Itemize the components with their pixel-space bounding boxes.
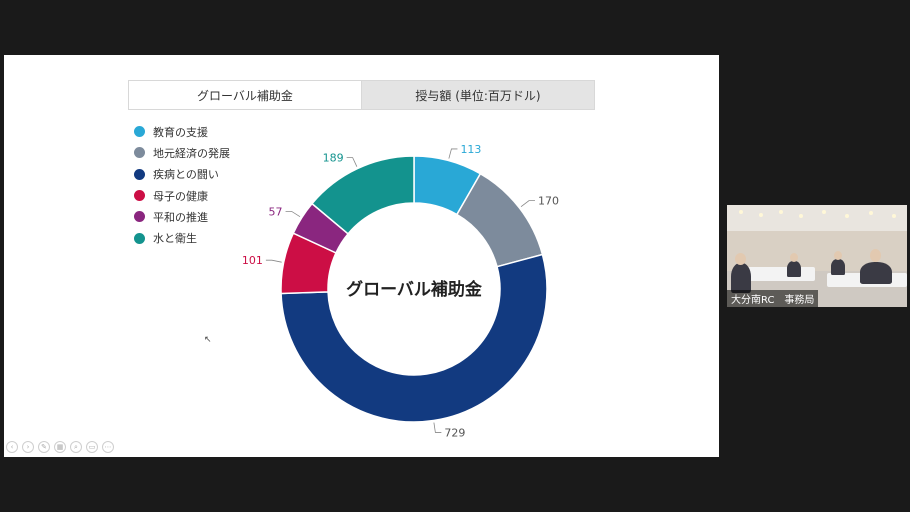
slide-toolbar: ‹ › ✎ ▦ ⌕ ▭ ⋯	[6, 441, 114, 453]
mouse-cursor-icon: ↖	[204, 335, 212, 345]
slides-grid-icon[interactable]: ▦	[54, 441, 66, 453]
ceiling-light	[739, 210, 743, 214]
legend-swatch	[134, 168, 145, 180]
donut-slice[interactable]	[310, 155, 415, 235]
video-person	[731, 263, 751, 293]
ceiling-light	[822, 210, 826, 214]
slice-value-label: 729	[444, 426, 465, 439]
legend-swatch	[134, 147, 145, 159]
label-leader-line	[265, 259, 282, 263]
legend-swatch	[134, 211, 145, 223]
label-leader-line	[448, 148, 458, 159]
participant-video[interactable]: 大分南RC 事務局	[727, 205, 907, 307]
pen-icon[interactable]: ✎	[38, 441, 50, 453]
label-leader-line	[520, 200, 535, 208]
legend-label: 平和の推進	[153, 210, 208, 224]
ceiling-light	[779, 210, 783, 214]
legend-label: 疾病との闘い	[153, 168, 219, 182]
more-options-icon[interactable]: ⋯	[102, 441, 114, 453]
legend-label: 地元経済の発展	[153, 146, 230, 160]
legend-swatch	[134, 232, 145, 244]
legend-swatch	[134, 190, 145, 202]
ceiling-light	[799, 214, 803, 218]
prev-slide-icon[interactable]: ‹	[6, 441, 18, 453]
chart-tabs: グローバル補助金 授与額 (単位:百万ドル)	[128, 80, 595, 110]
zoom-icon[interactable]: ⌕	[70, 441, 82, 453]
video-person	[831, 259, 845, 275]
video-person-head	[790, 253, 798, 262]
video-name-label: 大分南RC 事務局	[727, 290, 819, 307]
chart-legend: 教育の支援 地元経済の発展 疾病との闘い 母子の健康 平和の推進 水と衛生	[134, 121, 230, 249]
ceiling-light	[759, 213, 763, 217]
ceiling-light	[869, 211, 873, 215]
legend-item[interactable]: 教育の支援	[134, 121, 230, 142]
subtitle-icon[interactable]: ▭	[86, 441, 98, 453]
donut-slice[interactable]	[280, 253, 548, 423]
slice-value-label: 57	[269, 205, 283, 218]
video-table	[745, 267, 815, 281]
label-leader-line	[285, 210, 301, 218]
slice-value-label: 189	[323, 152, 344, 165]
legend-label: 水と衛生	[153, 232, 197, 246]
donut-center-label: グローバル補助金	[346, 279, 483, 300]
label-leader-line	[433, 422, 442, 433]
video-ceiling	[727, 205, 907, 231]
video-person-head	[735, 253, 746, 265]
slice-value-label: 101	[242, 254, 263, 267]
legend-label: 教育の支援	[153, 125, 208, 139]
presentation-slide: グローバル補助金 授与額 (単位:百万ドル) 教育の支援 地元経済の発展 疾病と…	[4, 55, 719, 457]
label-leader-line	[346, 157, 358, 167]
legend-item[interactable]: 水と衛生	[134, 227, 230, 248]
video-person	[860, 262, 892, 284]
slice-value-label: 170	[538, 195, 559, 208]
legend-item[interactable]: 疾病との闘い	[134, 164, 230, 185]
legend-label: 母子の健康	[153, 189, 208, 203]
ceiling-light	[845, 214, 849, 218]
tab-global-grants[interactable]: グローバル補助金	[129, 81, 362, 109]
legend-item[interactable]: 平和の推進	[134, 206, 230, 227]
legend-item[interactable]: 母子の健康	[134, 185, 230, 206]
slice-value-label: 113	[460, 143, 481, 156]
video-person-head	[834, 251, 842, 260]
next-slide-icon[interactable]: ›	[22, 441, 34, 453]
video-person	[787, 261, 801, 277]
ceiling-light	[892, 214, 896, 218]
legend-swatch	[134, 126, 145, 138]
legend-item[interactable]: 地元経済の発展	[134, 142, 230, 163]
video-person-head	[870, 249, 881, 262]
tab-award-amount[interactable]: 授与額 (単位:百万ドル)	[415, 88, 541, 103]
donut-chart: 113 170 729 101 57 189 グローバル補助金	[242, 143, 559, 439]
